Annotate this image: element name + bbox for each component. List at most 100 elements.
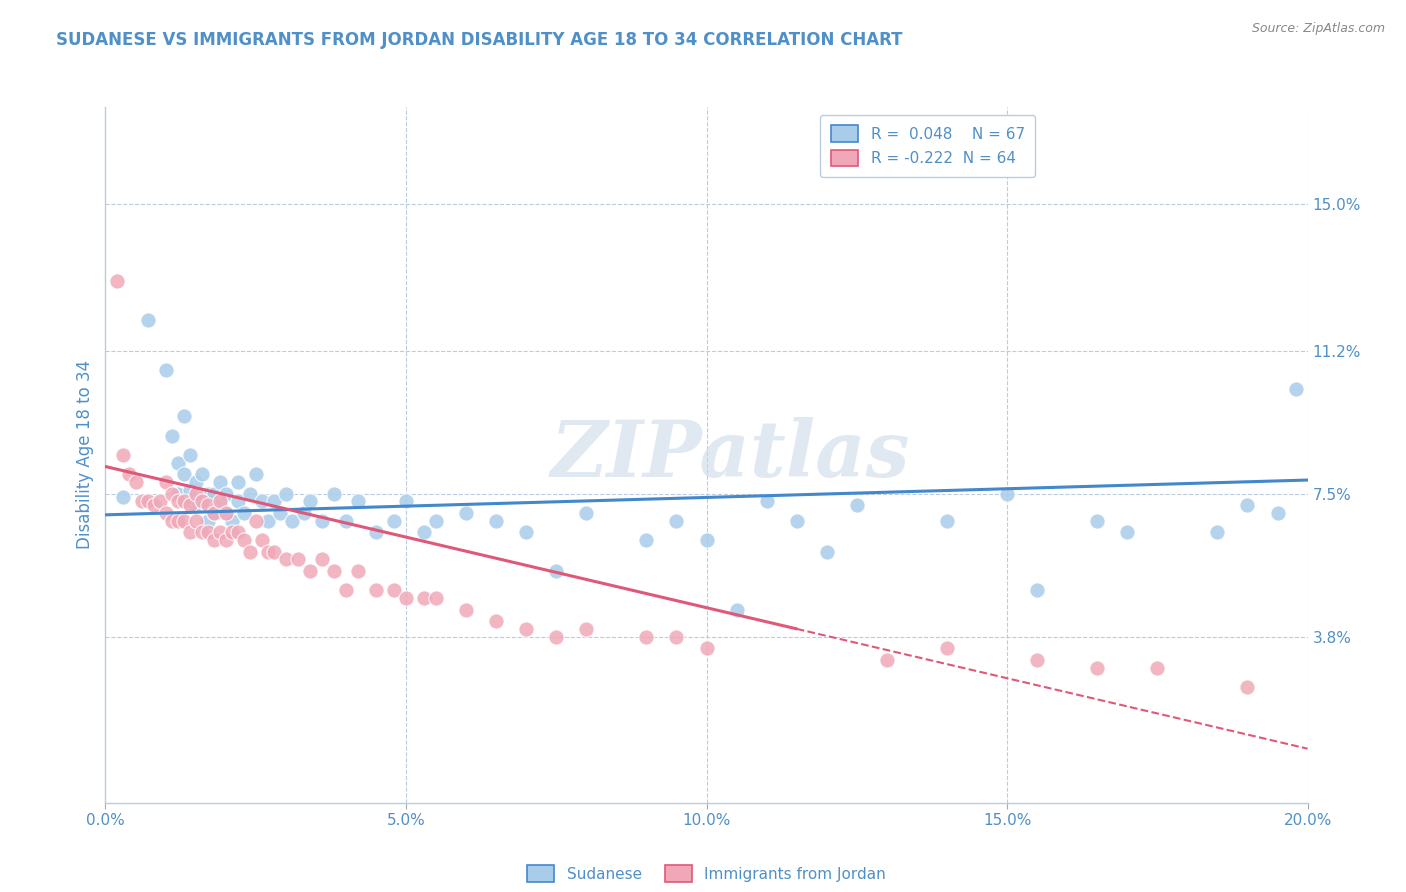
Point [208, 525, 231, 540]
Point [226, 525, 249, 540]
Point [876, 653, 898, 667]
Point [347, 494, 370, 508]
Point [636, 533, 658, 547]
Point [202, 506, 225, 520]
Point [425, 591, 447, 605]
Point [250, 533, 273, 547]
Point [287, 552, 309, 566]
Point [1146, 660, 1168, 674]
Point [184, 486, 207, 500]
Point [112, 448, 135, 462]
Point [208, 498, 231, 512]
Point [107, 274, 129, 288]
Point [1026, 653, 1049, 667]
Point [256, 514, 278, 528]
Point [815, 544, 838, 558]
Point [454, 506, 477, 520]
Point [382, 514, 405, 528]
Point [1206, 525, 1229, 540]
Point [190, 467, 212, 482]
Point [546, 630, 568, 644]
Point [575, 506, 598, 520]
Point [936, 514, 959, 528]
Point [786, 514, 808, 528]
Text: SUDANESE VS IMMIGRANTS FROM JORDAN DISABILITY AGE 18 TO 34 CORRELATION CHART: SUDANESE VS IMMIGRANTS FROM JORDAN DISAB… [56, 31, 903, 49]
Point [184, 514, 207, 528]
Point [202, 486, 225, 500]
Point [179, 525, 201, 540]
Point [575, 622, 598, 636]
Point [364, 525, 387, 540]
Point [155, 475, 177, 489]
Point [124, 475, 146, 489]
Point [197, 525, 219, 540]
Point [197, 514, 219, 528]
Point [214, 506, 236, 520]
Point [190, 525, 212, 540]
Point [118, 467, 141, 482]
Point [1284, 382, 1306, 396]
Point [214, 486, 236, 500]
Point [245, 467, 267, 482]
Point [179, 448, 201, 462]
Point [515, 622, 537, 636]
Point [636, 630, 658, 644]
Point [160, 514, 183, 528]
Point [1085, 660, 1108, 674]
Point [311, 514, 333, 528]
Point [239, 486, 262, 500]
Point [292, 506, 315, 520]
Point [546, 564, 568, 578]
Point [298, 564, 321, 578]
Point [298, 494, 321, 508]
Point [232, 533, 254, 547]
Point [322, 486, 344, 500]
Point [184, 475, 207, 489]
Point [184, 498, 207, 512]
Point [148, 494, 170, 508]
Legend: Sudanese, Immigrants from Jordan: Sudanese, Immigrants from Jordan [516, 855, 897, 892]
Point [256, 544, 278, 558]
Point [425, 514, 447, 528]
Point [166, 486, 188, 500]
Point [263, 494, 285, 508]
Point [696, 533, 718, 547]
Point [208, 494, 231, 508]
Point [696, 641, 718, 656]
Point [1236, 498, 1258, 512]
Point [190, 494, 212, 508]
Point [263, 544, 285, 558]
Point [179, 483, 201, 497]
Point [166, 456, 188, 470]
Text: Source: ZipAtlas.com: Source: ZipAtlas.com [1251, 22, 1385, 36]
Point [197, 498, 219, 512]
Point [142, 498, 165, 512]
Point [160, 428, 183, 442]
Point [166, 494, 188, 508]
Point [202, 506, 225, 520]
Point [845, 498, 868, 512]
Point [395, 591, 418, 605]
Point [173, 514, 195, 528]
Point [155, 506, 177, 520]
Text: ZIPatlas: ZIPatlas [551, 417, 910, 493]
Point [936, 641, 959, 656]
Point [131, 494, 153, 508]
Point [995, 486, 1018, 500]
Point [166, 514, 188, 528]
Point [382, 583, 405, 598]
Point [160, 486, 183, 500]
Point [226, 475, 249, 489]
Point [173, 467, 195, 482]
Point [485, 614, 508, 628]
Point [413, 591, 436, 605]
Point [245, 514, 267, 528]
Point [755, 494, 778, 508]
Point [239, 544, 262, 558]
Point [1267, 506, 1289, 520]
Point [274, 486, 297, 500]
Point [281, 514, 304, 528]
Point [454, 602, 477, 616]
Point [214, 506, 236, 520]
Y-axis label: Disability Age 18 to 34: Disability Age 18 to 34 [76, 360, 94, 549]
